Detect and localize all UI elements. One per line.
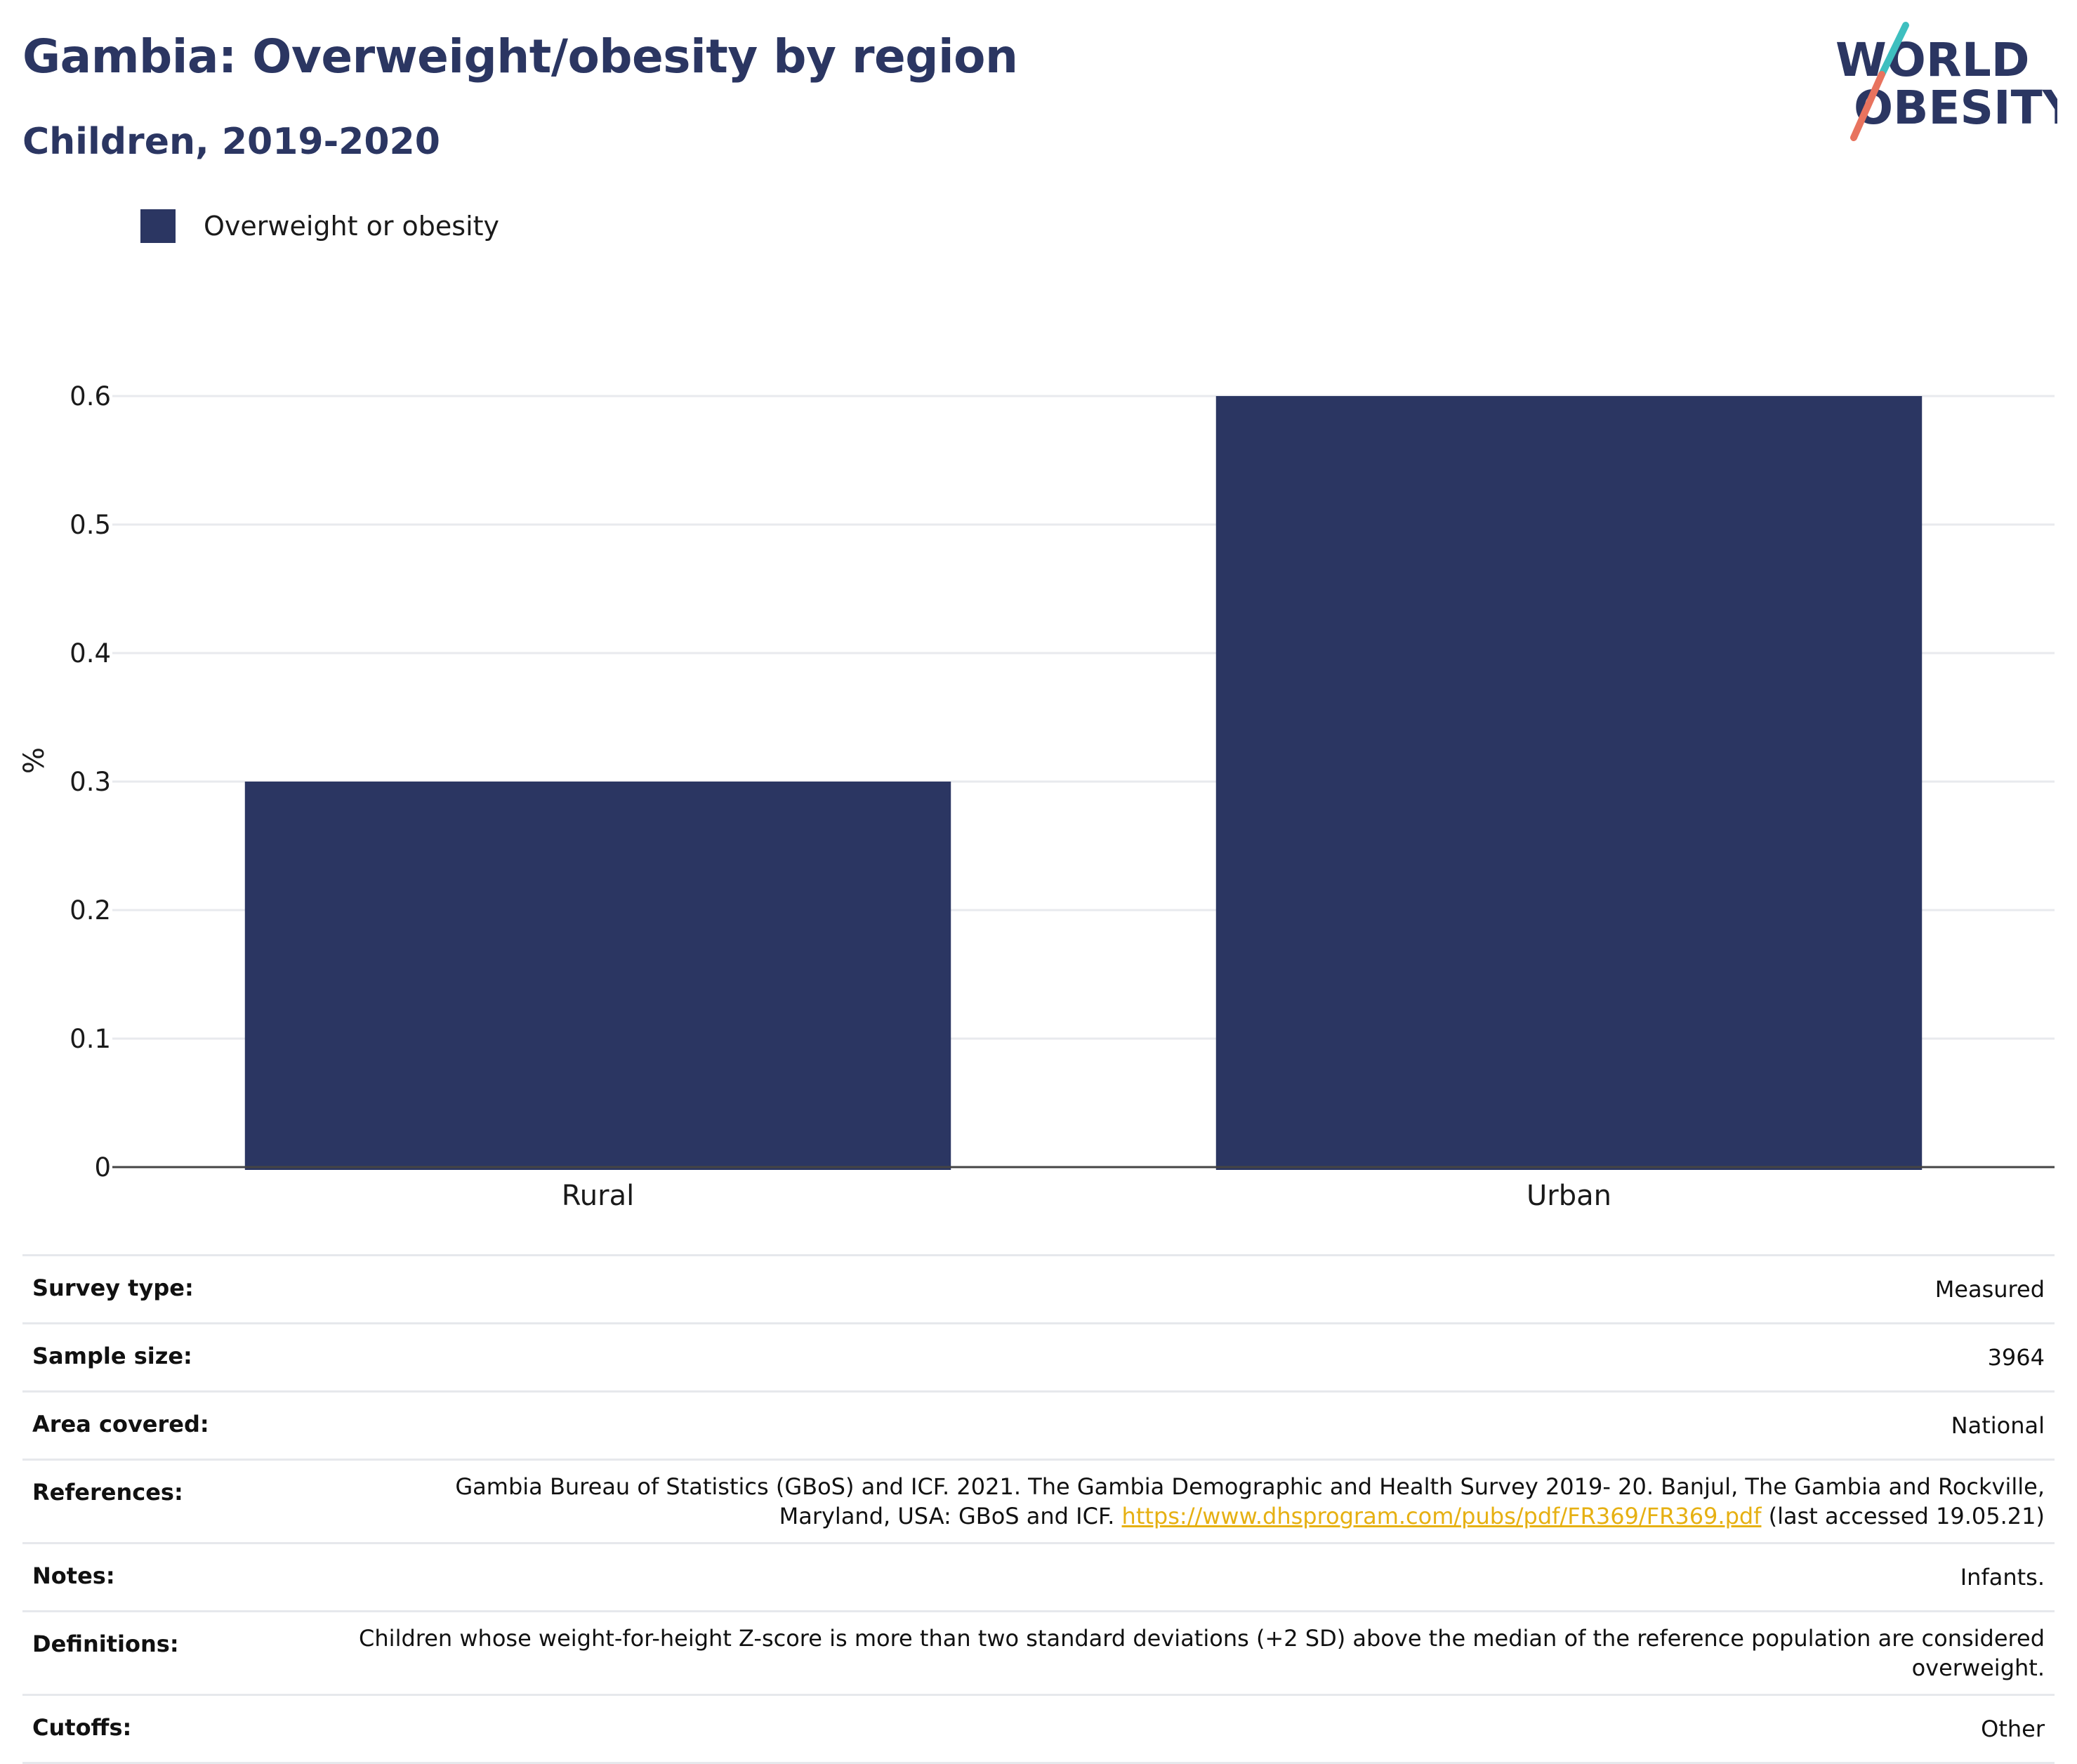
chart-subtitle: Children, 2019-2020 (22, 121, 440, 163)
y-tick-label: 0 (94, 1152, 111, 1183)
cutoffs-label: Cutoffs: (32, 1714, 132, 1741)
x-category-label: Urban (1527, 1180, 1611, 1212)
references-text: Gambia Bureau of Statistics (GBoS) and I… (455, 1473, 2045, 1529)
references-link[interactable]: https://www.dhsprogram.com/pubs/pdf/FR36… (1121, 1503, 1762, 1529)
y-tick-label: 0.5 (70, 510, 111, 540)
definitions-label: Definitions: (32, 1631, 179, 1657)
notes-label: Notes: (32, 1562, 115, 1589)
info-row-sample-size: Sample size: 3964 (22, 1323, 2055, 1392)
x-category-labels: Rural Urban (562, 1180, 1611, 1212)
y-tick-label: 0.4 (70, 638, 111, 669)
legend-label: Overweight or obesity (204, 211, 500, 242)
logo-slash-coral (1850, 71, 1885, 141)
info-row-notes: Notes: Infants. (22, 1543, 2055, 1612)
y-axis-title: % (18, 747, 51, 774)
info-row-cutoffs: Cutoffs: Other (22, 1694, 2055, 1763)
logo-slash-teal (1878, 22, 1909, 78)
references-accessed: (last accessed 19.05.21) (1768, 1503, 2045, 1529)
chart-legend: Overweight or obesity (140, 209, 499, 243)
info-row-area-covered: Area covered: National (22, 1391, 2055, 1460)
logo-line-2: OBESITY (1854, 81, 2057, 135)
survey-type-value: Measured (1934, 1276, 2045, 1303)
area-covered-label: Area covered: (32, 1411, 209, 1437)
x-category-label: Rural (562, 1180, 634, 1212)
y-tick-labels: 0 0.1 0.2 0.3 0.4 0.5 0.6 (70, 381, 111, 1183)
world-obesity-logo: WORLD OBESITY (1835, 22, 2057, 141)
logo-line-1: WORLD (1835, 33, 2030, 87)
notes-value: Infants. (1960, 1564, 2045, 1591)
y-tick-label: 0.2 (70, 895, 111, 926)
bar-urban (1215, 396, 1923, 1170)
definitions-value: Children whose weight-for-height Z-score… (359, 1625, 2045, 1681)
survey-type-label: Survey type: (32, 1275, 194, 1301)
sample-size-value: 3964 (1987, 1344, 2045, 1371)
references-label: References: (32, 1479, 183, 1506)
area-covered-value: National (1951, 1412, 2045, 1439)
bars (244, 396, 1923, 1170)
bar-chart: 0 0.1 0.2 0.3 0.4 0.5 0.6 Rural Urban % (18, 381, 2055, 1212)
survey-info-table: Survey type: Measured Sample size: 3964 … (22, 1254, 2055, 1764)
y-tick-label: 0.6 (70, 381, 111, 412)
info-row-survey-type: Survey type: Measured (22, 1255, 2055, 1324)
info-row-references: References: Gambia Bureau of Statistics … (22, 1459, 2055, 1544)
references-value: Gambia Bureau of Statistics (GBoS) and I… (337, 1460, 2055, 1544)
y-tick-label: 0.3 (70, 767, 111, 797)
cutoffs-value: Other (1981, 1716, 2045, 1742)
info-row-definitions: Definitions: Children whose weight-for-h… (22, 1611, 2055, 1695)
bar-rural (244, 782, 951, 1170)
y-tick-label: 0.1 (70, 1024, 111, 1054)
legend-swatch (140, 209, 176, 243)
chart-title: Gambia: Overweight/obesity by region (22, 29, 1018, 84)
sample-size-label: Sample size: (32, 1343, 192, 1369)
